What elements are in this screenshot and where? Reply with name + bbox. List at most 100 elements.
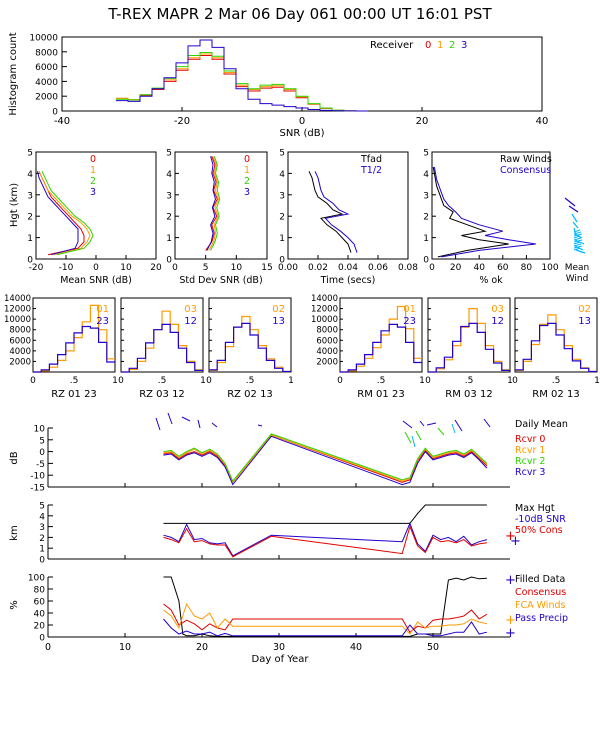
daily_db-ytick-label: -15 [30,484,45,494]
daily-wind-barb [402,420,413,429]
std_snr-xtick-label: 0 [172,263,178,273]
mean-wind-barb [573,241,581,245]
daily_db-ytick-label: -5 [36,460,45,470]
rz0123-ytick-label: 2000 [9,357,31,367]
mean_snr-legend-0: 0 [90,154,96,165]
pct_ok-xtick-label: 20 [450,263,462,273]
daily_pct-ytick-label: 0 [39,634,45,644]
std_snr-xlabel: Std Dev SNR (dB) [179,275,262,286]
daily-wind-barb [426,422,437,426]
mean_snr-ytick-label: 4 [27,170,33,180]
rz0213-xlabel: RZ 02 13 [227,389,273,400]
daily-db-ylabel: dB [9,451,20,464]
hist-xtick-label: -20 [174,116,190,127]
daily_pct-ytick-label: 80 [34,586,46,596]
pct_ok-legend-0: Raw Winds [500,154,552,165]
pct_ok-xtick-label: 80 [521,263,533,273]
pct_ok-ytick-label: 0 [423,256,429,266]
rz0312-frame [120,297,204,373]
pct_ok-xtick-label: 60 [497,263,509,273]
std_snr-ytick-label: 1 [166,234,172,244]
rm0123-xtick-label: .5 [377,376,386,386]
time-series-Tfad [308,171,352,253]
rm0213-xlabel: RM 02 13 [532,389,579,400]
rm0312-series-12 [428,322,510,373]
time-legend-1: T1/2 [360,165,382,176]
daily-pct-xtick-label: 30 [273,642,285,653]
daily-km-series-1 [163,522,488,557]
mean_snr-frame [35,151,157,260]
daily-db-legend-0: Rcvr 0 [515,434,545,445]
daily-db-series-2 [163,433,488,483]
mean_snr-legend-1: 1 [90,165,96,176]
rz0123-xtick-label: 1 [112,376,118,386]
daily_pct-ytick-label: 20 [34,622,46,632]
daily-wind-barb-green [404,431,412,444]
mean_snr-xtick-label: -10 [59,263,74,273]
mean-wind-label: Mean [565,263,590,273]
time-frame [287,151,409,260]
rz0123-ytick-label: 4000 [9,347,31,357]
daily_db-ytick-label: 10 [34,425,46,435]
hist-ytick-label: 4000 [35,78,58,88]
rm0123-frame [339,297,423,373]
pct_ok-xtick-label: 0 [429,263,435,273]
mean_snr-ytick-label: 5 [27,149,33,159]
pct_ok-series-Consensus [433,166,536,258]
daily-db-series-0 [163,434,488,484]
std_snr-series-3 [206,156,217,251]
rm0123-xtick-label: 1 [419,376,425,386]
mean_snr-ytick-label: 1 [27,234,33,244]
rm0123-ytick-label: 2000 [316,357,338,367]
hist-legend-1: 1 [437,40,443,51]
hist-xtick-label: 0 [299,116,305,127]
time-ytick-label: 1 [279,234,285,244]
hist-xtick-label: 40 [536,116,549,127]
mean-wind-barb [572,221,579,229]
rm0123-ytick-label: 10000 [311,315,338,325]
mean_snr-series-0 [38,171,85,256]
rz0123-ytick-label: 10000 [4,315,31,325]
mean-wind-barb [573,237,582,241]
daily-km-series-0 [163,504,487,524]
daily_km-ytick-label: 2 [39,534,45,544]
hist-xtick-label: -40 [54,116,70,127]
time-ytick-label: 4 [279,170,285,180]
rm0213-legend-1: 13 [578,316,591,327]
mean-wind-barb [573,229,581,233]
daily_km-ytick-label: 0 [39,556,45,566]
pct_ok-xlabel: % ok [479,275,503,286]
daily-pct-xtick-label: 0 [45,642,51,653]
daily_km-ytick-label: 4 [39,512,45,522]
daily-pct-xtick-label: 20 [196,642,208,653]
rz0312-series-12 [121,323,203,373]
pct_ok-ytick-label: 1 [423,234,429,244]
rz0312-xlabel: RZ 03 12 [139,389,185,400]
hist-xtick-label: 20 [416,116,429,127]
daily-pct-xtick-label: 50 [427,642,439,653]
rz0213-series-13 [209,322,291,373]
hist-series-2 [116,52,368,112]
hist-ytick-label: 0 [52,108,58,118]
mean-snr-ylabel: Hgt (km) [9,183,20,227]
time-xtick-label: 0.04 [338,263,358,273]
hist-series-3 [116,39,368,112]
mean_snr-xtick-label: 20 [150,263,162,273]
rz0123-legend-1: 23 [96,316,109,327]
mean-wind-label-2: Wind [566,274,589,284]
mean_snr-series-3 [37,171,79,256]
mean_snr-xtick-label: -20 [29,263,44,273]
mean-wind-barb [573,235,581,239]
time-ytick-label: 3 [279,191,285,201]
daily_db-ytick-label: 0 [39,448,45,458]
time-xtick-label: 0.02 [308,263,328,273]
daily-pct-series-3 [163,618,488,637]
daily_km-ytick-label: 1 [39,545,45,555]
rz0123-ytick-label: 8000 [9,326,31,336]
daily-km-legend-1: -10dB SNR [515,514,566,525]
daily-db-title: Daily Mean [515,419,568,430]
hist-ytick-label: 2000 [35,93,58,103]
daily-db-legend-2: Rcvr 2 [515,456,545,467]
daily-db-series-1 [163,434,488,484]
